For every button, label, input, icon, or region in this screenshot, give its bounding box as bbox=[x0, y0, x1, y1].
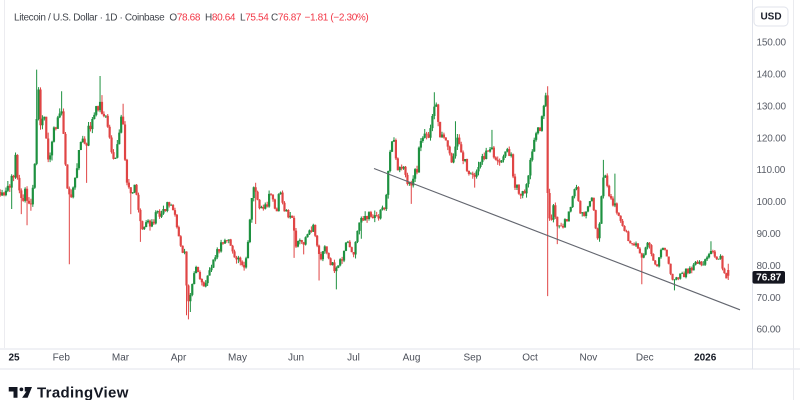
svg-text:110.00: 110.00 bbox=[757, 165, 786, 176]
svg-text:120.00: 120.00 bbox=[757, 133, 787, 144]
svg-text:2026: 2026 bbox=[694, 353, 717, 364]
svg-text:140.00: 140.00 bbox=[757, 70, 787, 81]
svg-text:76.87: 76.87 bbox=[756, 272, 781, 283]
svg-text:Nov: Nov bbox=[580, 353, 598, 364]
svg-text:Feb: Feb bbox=[53, 353, 71, 364]
svg-text:Oct: Oct bbox=[522, 353, 538, 364]
svg-text:150.00: 150.00 bbox=[757, 38, 787, 49]
svg-text:Jul: Jul bbox=[347, 353, 360, 364]
svg-text:70.00: 70.00 bbox=[757, 293, 782, 304]
svg-text:Dec: Dec bbox=[636, 353, 654, 364]
svg-text:May: May bbox=[228, 353, 247, 364]
svg-text:TradingView: TradingView bbox=[37, 385, 129, 400]
svg-text:60.00: 60.00 bbox=[757, 325, 782, 336]
svg-text:80.00: 80.00 bbox=[757, 261, 782, 272]
svg-text:Apr: Apr bbox=[171, 353, 187, 364]
svg-text:100.00: 100.00 bbox=[757, 197, 787, 208]
svg-text:Sep: Sep bbox=[464, 353, 482, 364]
svg-text:Litecoin / U.S. Dollar · 1D ·: Litecoin / U.S. Dollar · 1D · Coinbase O… bbox=[14, 12, 368, 23]
svg-text:USD: USD bbox=[760, 12, 781, 23]
svg-text:90.00: 90.00 bbox=[757, 229, 782, 240]
svg-text:25: 25 bbox=[9, 353, 21, 364]
svg-text:130.00: 130.00 bbox=[757, 101, 787, 112]
svg-text:Jun: Jun bbox=[288, 353, 304, 364]
svg-text:Mar: Mar bbox=[112, 353, 130, 364]
svg-text:Aug: Aug bbox=[403, 353, 421, 364]
